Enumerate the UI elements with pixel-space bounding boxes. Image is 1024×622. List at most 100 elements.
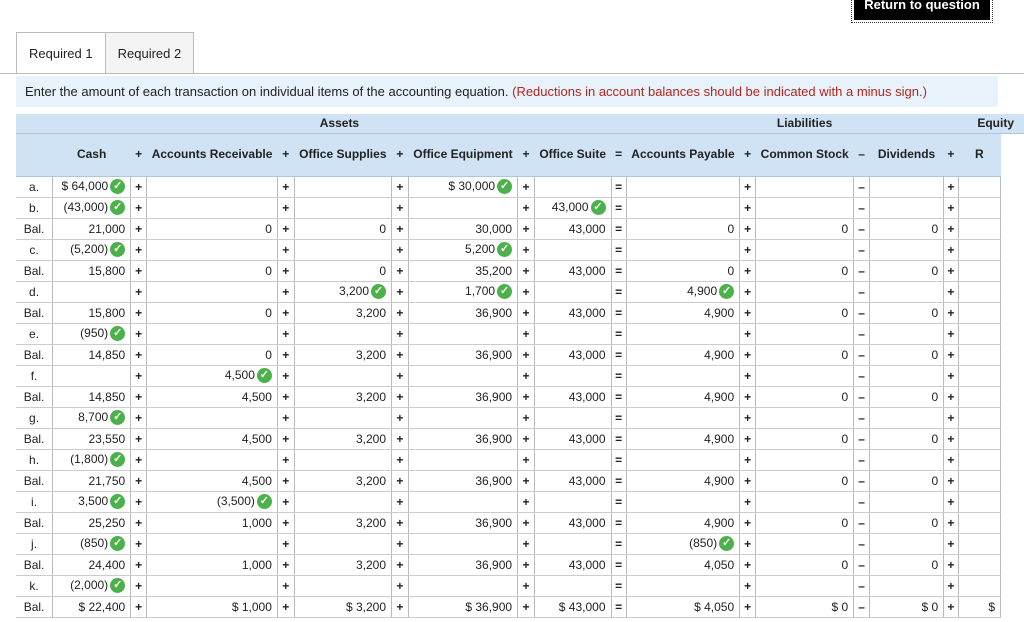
amount-input-accounts-payable[interactable] [625, 365, 741, 387]
amount-input-accounts-receivable[interactable]: 4,500 [146, 386, 278, 408]
amount-input-office-supplies[interactable]: 3,200 [293, 554, 393, 576]
amount-input-office-suite[interactable]: 43,000 [533, 344, 612, 366]
amount-input-office-suite[interactable] [533, 176, 612, 198]
amount-input-dividends[interactable]: 0 [868, 302, 945, 324]
amount-input-cash[interactable]: 21,750 [52, 470, 132, 492]
amount-input-cash[interactable]: (950) ✓ [52, 323, 132, 345]
amount-input-accounts-payable[interactable]: 4,050 [625, 554, 741, 576]
amount-input-office-suite[interactable]: 43,000 [533, 512, 612, 534]
amount-input-office-equipment[interactable] [407, 491, 519, 513]
amount-input-cash[interactable] [52, 365, 132, 387]
amount-input-accounts-payable[interactable]: 4,900 [625, 470, 741, 492]
amount-input-office-suite[interactable]: 43,000 [533, 428, 612, 450]
amount-input-accounts-receivable[interactable]: $ 1,000 [146, 596, 278, 618]
amount-input-r[interactable] [957, 344, 1002, 366]
amount-input-cash[interactable]: 14,850 [52, 386, 132, 408]
amount-input-office-suite[interactable] [533, 575, 612, 597]
amount-input-office-equipment[interactable] [407, 533, 519, 555]
amount-input-r[interactable] [957, 386, 1002, 408]
amount-input-office-supplies[interactable]: 3,200 [293, 512, 393, 534]
amount-input-r[interactable] [957, 407, 1002, 429]
amount-input-office-equipment[interactable] [407, 197, 519, 219]
amount-input-dividends[interactable] [868, 197, 945, 219]
amount-input-accounts-payable[interactable] [625, 197, 741, 219]
amount-input-r[interactable] [957, 281, 1002, 303]
amount-input-common-stock[interactable]: 0 [755, 428, 855, 450]
amount-input-cash[interactable]: 15,800 [52, 302, 132, 324]
amount-input-dividends[interactable]: 0 [868, 512, 945, 534]
amount-input-common-stock[interactable]: 0 [755, 554, 855, 576]
amount-input-office-equipment[interactable]: 30,000 [407, 218, 519, 240]
amount-input-accounts-receivable[interactable] [146, 176, 278, 198]
amount-input-accounts-payable[interactable]: 0 [625, 218, 741, 240]
amount-input-accounts-payable[interactable]: 0 [625, 260, 741, 282]
tab-required-1[interactable]: Required 1 [16, 32, 106, 74]
amount-input-office-supplies[interactable] [293, 323, 393, 345]
amount-input-common-stock[interactable] [755, 491, 855, 513]
amount-input-dividends[interactable]: 0 [868, 470, 945, 492]
amount-input-common-stock[interactable]: 0 [755, 302, 855, 324]
amount-input-accounts-payable[interactable] [625, 323, 741, 345]
amount-input-accounts-receivable[interactable] [146, 281, 278, 303]
amount-input-office-supplies[interactable] [293, 365, 393, 387]
amount-input-r[interactable] [957, 449, 1002, 471]
amount-input-common-stock[interactable]: 0 [755, 218, 855, 240]
amount-input-dividends[interactable] [868, 491, 945, 513]
amount-input-accounts-payable[interactable] [625, 239, 741, 261]
amount-input-r[interactable] [957, 176, 1002, 198]
amount-input-common-stock[interactable] [755, 533, 855, 555]
amount-input-office-suite[interactable]: 43,000 [533, 260, 612, 282]
amount-input-dividends[interactable]: 0 [868, 344, 945, 366]
amount-input-dividends[interactable]: $ 0 [868, 596, 945, 618]
amount-input-r[interactable] [957, 239, 1002, 261]
amount-input-dividends[interactable] [868, 449, 945, 471]
amount-input-office-supplies[interactable] [293, 197, 393, 219]
amount-input-accounts-payable[interactable]: 4,900 ✓ [625, 281, 741, 303]
amount-input-office-supplies[interactable]: 3,200 [293, 344, 393, 366]
amount-input-office-supplies[interactable] [293, 407, 393, 429]
amount-input-accounts-receivable[interactable]: 4,500 [146, 428, 278, 450]
amount-input-office-supplies[interactable]: 3,200 [293, 470, 393, 492]
amount-input-r[interactable] [957, 218, 1002, 240]
amount-input-common-stock[interactable] [755, 365, 855, 387]
amount-input-accounts-receivable[interactable]: 1,000 [146, 554, 278, 576]
amount-input-office-supplies[interactable] [293, 239, 393, 261]
amount-input-office-equipment[interactable]: 36,900 [407, 386, 519, 408]
amount-input-accounts-payable[interactable] [625, 449, 741, 471]
amount-input-office-suite[interactable]: 43,000 [533, 554, 612, 576]
amount-input-cash[interactable]: (43,000) ✓ [52, 197, 132, 219]
amount-input-common-stock[interactable] [755, 197, 855, 219]
amount-input-r[interactable] [957, 533, 1002, 555]
amount-input-accounts-receivable[interactable]: 0 [146, 218, 278, 240]
amount-input-office-suite[interactable]: 43,000 [533, 218, 612, 240]
amount-input-office-equipment[interactable]: 36,900 [407, 344, 519, 366]
amount-input-office-equipment[interactable] [407, 365, 519, 387]
amount-input-dividends[interactable]: 0 [868, 428, 945, 450]
amount-input-common-stock[interactable] [755, 176, 855, 198]
amount-input-office-suite[interactable] [533, 533, 612, 555]
amount-input-accounts-payable[interactable]: (850) ✓ [625, 533, 741, 555]
amount-input-dividends[interactable]: 0 [868, 218, 945, 240]
amount-input-office-suite[interactable]: 43,000 [533, 302, 612, 324]
amount-input-dividends[interactable] [868, 323, 945, 345]
amount-input-accounts-payable[interactable]: 4,900 [625, 344, 741, 366]
amount-input-r[interactable] [957, 491, 1002, 513]
amount-input-accounts-receivable[interactable] [146, 197, 278, 219]
amount-input-office-supplies[interactable] [293, 176, 393, 198]
amount-input-common-stock[interactable] [755, 575, 855, 597]
amount-input-office-supplies[interactable] [293, 491, 393, 513]
amount-input-office-equipment[interactable]: 36,900 [407, 470, 519, 492]
amount-input-cash[interactable] [52, 281, 132, 303]
amount-input-accounts-payable[interactable] [625, 491, 741, 513]
amount-input-r[interactable] [957, 302, 1002, 324]
amount-input-r[interactable] [957, 575, 1002, 597]
amount-input-office-equipment[interactable] [407, 449, 519, 471]
amount-input-office-supplies[interactable] [293, 533, 393, 555]
amount-input-accounts-payable[interactable] [625, 575, 741, 597]
amount-input-common-stock[interactable] [755, 239, 855, 261]
amount-input-cash[interactable]: 24,400 [52, 554, 132, 576]
amount-input-cash[interactable]: (5,200) ✓ [52, 239, 132, 261]
amount-input-accounts-receivable[interactable]: 0 [146, 260, 278, 282]
amount-input-office-equipment[interactable] [407, 323, 519, 345]
amount-input-accounts-receivable[interactable]: (3,500) ✓ [146, 491, 278, 513]
